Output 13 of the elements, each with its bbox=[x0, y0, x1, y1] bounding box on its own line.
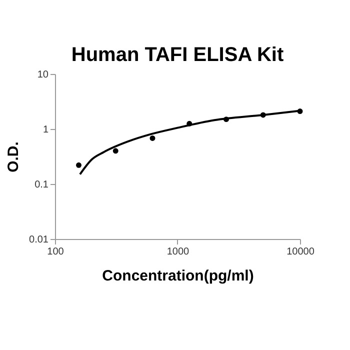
y-tick-label: 10 bbox=[37, 70, 49, 80]
y-tick-label: 0.1 bbox=[34, 180, 49, 190]
y-tick-label: 1 bbox=[42, 124, 49, 136]
y-tick-label: 0.01 bbox=[29, 234, 49, 246]
x-tick-label: 100 bbox=[47, 246, 64, 258]
x-tick-label: 10000 bbox=[286, 246, 315, 258]
y-axis-title: O.D. bbox=[5, 142, 22, 172]
chart-title: Human TAFI ELISA Kit bbox=[71, 44, 284, 66]
point bbox=[112, 148, 118, 154]
point bbox=[76, 162, 82, 168]
x-axis-title: Concentration(pg/ml) bbox=[102, 268, 254, 284]
x-tick-label: 1000 bbox=[166, 246, 190, 258]
point bbox=[150, 135, 156, 141]
